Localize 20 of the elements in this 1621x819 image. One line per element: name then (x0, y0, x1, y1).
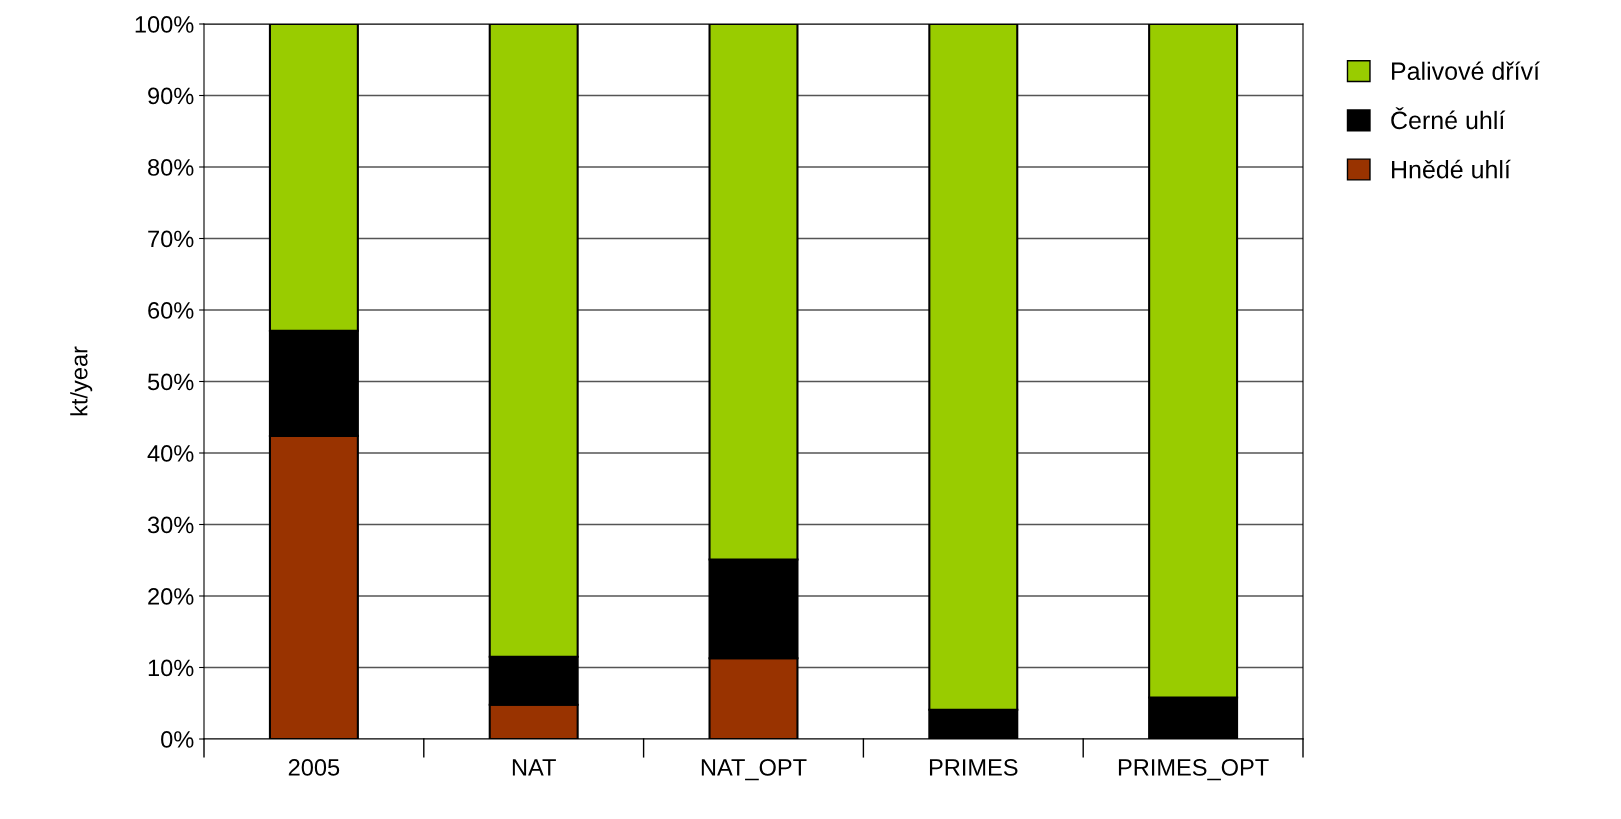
y-tick-label: 100% (135, 16, 194, 33)
y-tick-label: 50% (147, 373, 194, 391)
y-axis-title: kt/year (70, 346, 93, 416)
y-tick-label: 80% (148, 159, 194, 176)
x-tick-label: PRIMES (929, 759, 1018, 776)
y-tick-label: 90% (148, 87, 194, 105)
x-tick-label: NAT (512, 759, 556, 776)
x-tick-label: PRIMES_OPT (1118, 759, 1269, 781)
x-tick-label: 2005 (288, 759, 340, 776)
y-tick-label: 0% (161, 731, 194, 748)
x-tick-label: NAT_OPT (701, 759, 807, 781)
y-tick-label: 20% (148, 588, 194, 605)
y-tick-label: 60% (148, 302, 194, 319)
legend-label: Černé uhlí (1391, 107, 1506, 130)
y-tick-label: 40% (147, 445, 194, 462)
legend-label: Palivové dříví (1392, 61, 1540, 81)
legend-label: Hnědé uhlí (1392, 159, 1511, 179)
y-tick-label: 10% (148, 659, 194, 677)
y-tick-label: 70% (148, 230, 194, 248)
y-tick-label: 30% (147, 516, 194, 534)
